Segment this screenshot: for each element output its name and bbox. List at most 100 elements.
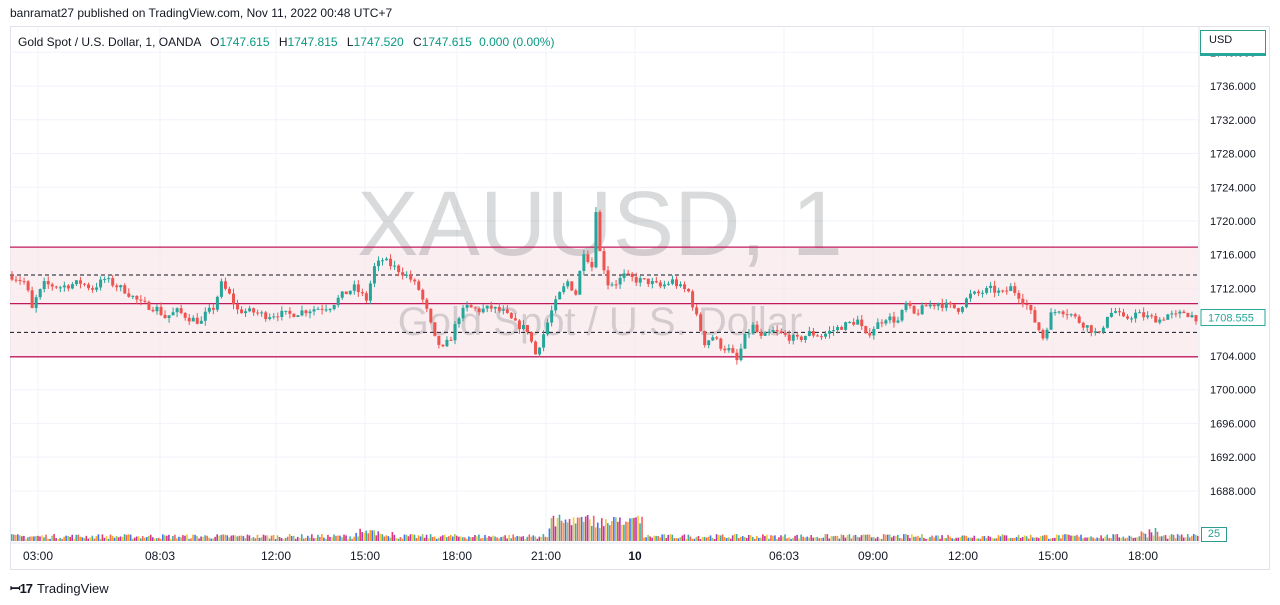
volume-bar bbox=[468, 536, 470, 541]
volume-bar bbox=[1035, 537, 1038, 541]
volume-bar bbox=[1023, 535, 1026, 541]
volume-bar bbox=[1194, 534, 1197, 541]
high-key: H bbox=[278, 35, 288, 49]
volume-bar bbox=[117, 537, 120, 541]
candle-body bbox=[328, 309, 332, 311]
volume-bar bbox=[754, 538, 756, 541]
candle-body bbox=[376, 260, 380, 267]
volume-bar bbox=[975, 538, 978, 541]
volume-bar bbox=[216, 534, 218, 541]
tradingview-logo[interactable]: ꟷ17 TradingView bbox=[10, 579, 109, 597]
volume-bar bbox=[504, 535, 506, 541]
candle-body bbox=[18, 279, 22, 282]
volume-bar bbox=[1118, 537, 1121, 541]
candle-body bbox=[662, 284, 666, 287]
candle-body bbox=[1150, 315, 1154, 317]
candle-body bbox=[103, 279, 107, 281]
volume-bar bbox=[162, 534, 164, 541]
volume-bar bbox=[683, 534, 686, 541]
candle-body bbox=[74, 280, 78, 285]
candle-body bbox=[332, 305, 336, 310]
volume-bar bbox=[969, 537, 972, 541]
candle-body bbox=[1158, 319, 1162, 323]
candle-body bbox=[207, 307, 211, 312]
volume-bar bbox=[997, 535, 1000, 541]
volume-bar bbox=[762, 534, 764, 541]
volume-bar bbox=[703, 536, 706, 541]
candle-body bbox=[227, 288, 231, 294]
volume-bar bbox=[1025, 536, 1028, 541]
volume-bar bbox=[447, 536, 450, 541]
volume-bar bbox=[478, 534, 480, 541]
volume-bar bbox=[1088, 537, 1090, 541]
volume-bar bbox=[194, 534, 196, 541]
volume-bar bbox=[1128, 535, 1131, 541]
volume-bar bbox=[963, 535, 966, 541]
volume-bar bbox=[556, 517, 559, 541]
volume-bar bbox=[780, 535, 782, 541]
volume-bar bbox=[1005, 535, 1008, 541]
volume-bar bbox=[1076, 534, 1078, 541]
candle-body bbox=[868, 333, 872, 336]
candle-body bbox=[1089, 325, 1093, 333]
volume-bar bbox=[733, 534, 736, 541]
volume-bar bbox=[697, 536, 700, 541]
candle-body bbox=[119, 285, 123, 288]
volume-bar bbox=[751, 536, 754, 541]
volume-bar bbox=[886, 534, 889, 541]
price-tick-label: 1712.000 bbox=[1210, 283, 1256, 295]
volume-bar bbox=[745, 537, 748, 541]
candle-body bbox=[465, 304, 469, 308]
candle-body bbox=[296, 315, 300, 318]
volume-bar bbox=[999, 536, 1002, 541]
currency-label[interactable]: USD bbox=[1200, 30, 1266, 56]
volume-bar bbox=[389, 537, 392, 541]
last-price-box bbox=[1200, 309, 1266, 327]
volume-bar bbox=[1112, 534, 1115, 541]
volume-bar bbox=[1168, 535, 1171, 541]
volume-bar bbox=[119, 536, 122, 541]
symbol-legend[interactable]: Gold Spot / U.S. Dollar, 1, OANDA O1747.… bbox=[18, 35, 554, 49]
volume-bar bbox=[667, 534, 670, 541]
time-tick-label: 08:03 bbox=[145, 549, 175, 563]
volume-bar bbox=[1124, 538, 1127, 541]
candle-body bbox=[481, 308, 485, 313]
volume-bar bbox=[675, 537, 678, 541]
volume-bar bbox=[995, 538, 998, 541]
volume-bar bbox=[609, 525, 611, 541]
candle-body bbox=[1170, 313, 1174, 315]
candle-body bbox=[513, 318, 517, 321]
volume-bar bbox=[359, 528, 361, 541]
candle-body bbox=[610, 284, 614, 286]
volume-bar bbox=[93, 538, 96, 541]
candle-body bbox=[1005, 290, 1009, 292]
candle-body bbox=[385, 258, 389, 261]
volume-bar bbox=[123, 534, 126, 541]
volume-bar bbox=[770, 535, 772, 541]
candle-body bbox=[1117, 311, 1121, 313]
candle-body bbox=[658, 282, 662, 287]
candle-body bbox=[1146, 315, 1150, 318]
candle-body bbox=[352, 284, 356, 291]
volume-bar bbox=[79, 536, 82, 541]
candle-body bbox=[336, 297, 340, 306]
volume-bar bbox=[37, 535, 39, 541]
candle-body bbox=[554, 299, 558, 311]
volume-bar bbox=[905, 534, 907, 541]
candle-body bbox=[151, 309, 155, 312]
candle-body bbox=[679, 284, 683, 287]
candle-body bbox=[320, 308, 324, 310]
price-tick-label: 1704.000 bbox=[1210, 351, 1256, 363]
volume-bar bbox=[298, 537, 301, 541]
candle-body bbox=[155, 306, 159, 312]
volume-bar bbox=[482, 537, 484, 541]
volume-bar bbox=[602, 526, 605, 541]
volume-bar bbox=[347, 538, 349, 541]
volume-bar bbox=[262, 534, 265, 541]
volume-bar bbox=[190, 538, 192, 541]
volume-bar bbox=[778, 537, 780, 541]
candle-body bbox=[195, 317, 199, 324]
volume-bar bbox=[574, 523, 577, 541]
volume-bar bbox=[286, 536, 289, 541]
